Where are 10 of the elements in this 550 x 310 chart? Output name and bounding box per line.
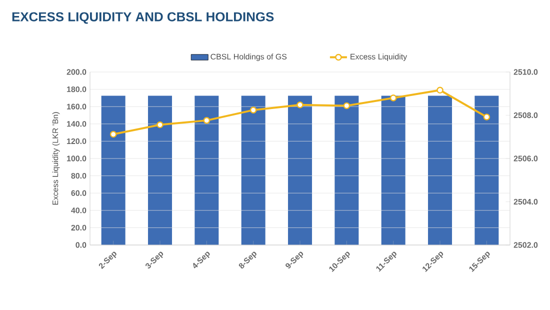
point: [203, 117, 210, 124]
point: [250, 106, 257, 114]
chart-title: EXCESS LIQUIDITY AND CBSL HOLDINGS: [12, 12, 274, 24]
point: [436, 86, 444, 94]
point: [296, 101, 304, 108]
point: [343, 102, 350, 110]
point: [483, 114, 490, 120]
point: [156, 121, 164, 128]
point: [110, 130, 117, 138]
point: [390, 94, 397, 102]
